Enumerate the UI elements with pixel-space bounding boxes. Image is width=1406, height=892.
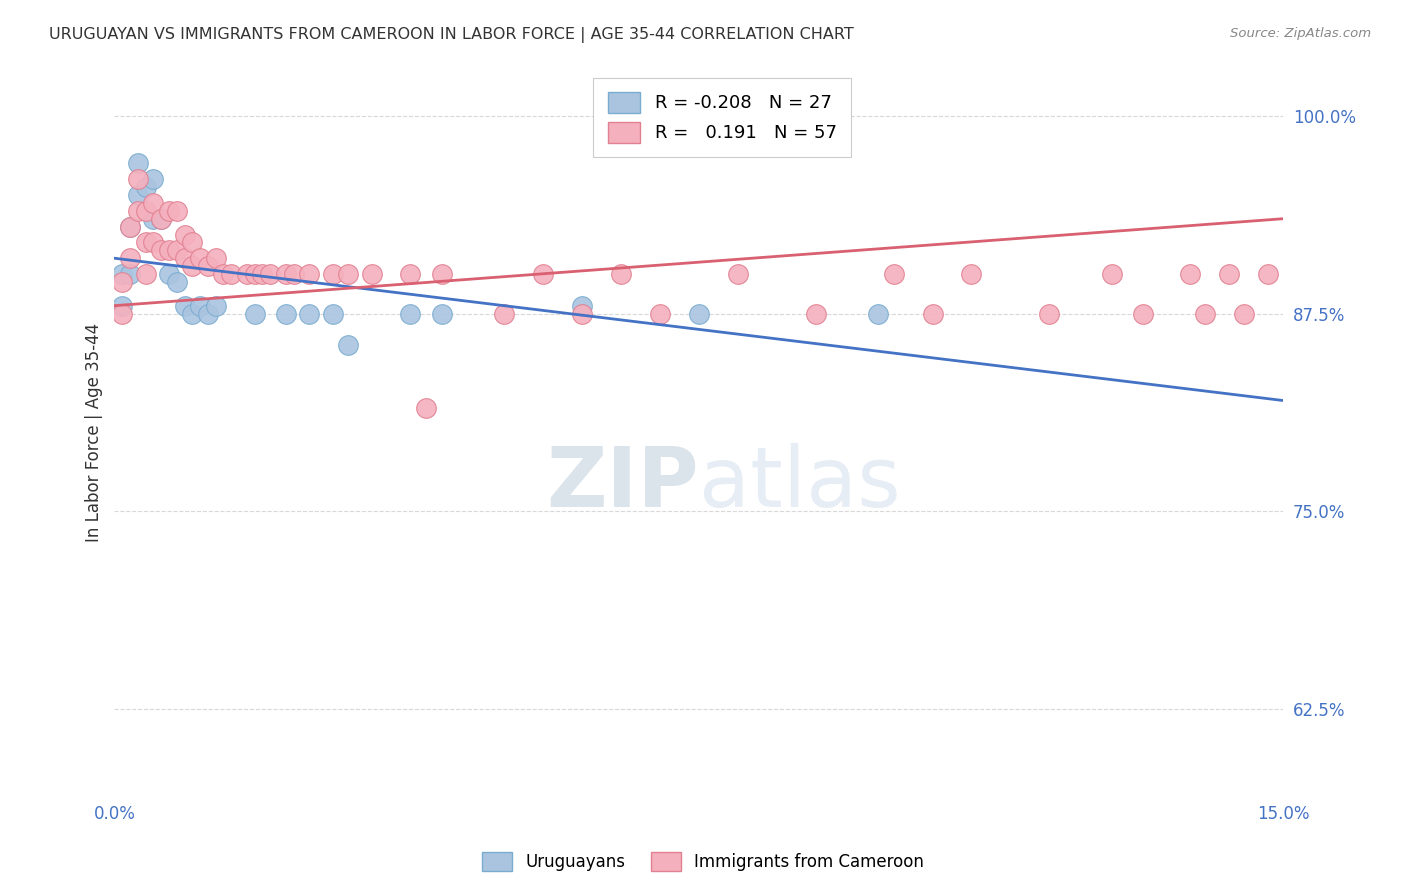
Point bbox=[960, 267, 983, 281]
Point bbox=[283, 267, 305, 281]
Point bbox=[142, 195, 165, 210]
Point bbox=[274, 307, 297, 321]
Point bbox=[166, 244, 188, 258]
Point bbox=[135, 203, 157, 218]
Point bbox=[219, 267, 242, 281]
Point bbox=[118, 252, 141, 266]
Point bbox=[866, 307, 889, 321]
Text: ZIP: ZIP bbox=[547, 442, 699, 524]
Point bbox=[298, 307, 321, 321]
Legend: Uruguayans, Immigrants from Cameroon: Uruguayans, Immigrants from Cameroon bbox=[474, 843, 932, 880]
Point bbox=[430, 307, 453, 321]
Point bbox=[157, 267, 180, 281]
Point bbox=[883, 267, 905, 281]
Point bbox=[111, 275, 134, 289]
Legend: R = -0.208   N = 27, R =   0.191   N = 57: R = -0.208 N = 27, R = 0.191 N = 57 bbox=[593, 78, 851, 157]
Point bbox=[727, 267, 749, 281]
Point bbox=[118, 219, 141, 234]
Point bbox=[197, 259, 219, 273]
Point bbox=[1038, 307, 1060, 321]
Point bbox=[111, 299, 134, 313]
Point bbox=[142, 172, 165, 186]
Point bbox=[399, 307, 422, 321]
Point bbox=[610, 267, 633, 281]
Point bbox=[181, 235, 204, 250]
Point bbox=[204, 252, 226, 266]
Point bbox=[135, 235, 157, 250]
Y-axis label: In Labor Force | Age 35-44: In Labor Force | Age 35-44 bbox=[86, 323, 103, 541]
Point bbox=[111, 267, 134, 281]
Point bbox=[166, 275, 188, 289]
Point bbox=[243, 267, 266, 281]
Point bbox=[142, 211, 165, 226]
Point bbox=[173, 299, 195, 313]
Point bbox=[399, 267, 422, 281]
Point bbox=[259, 267, 281, 281]
Point bbox=[360, 267, 382, 281]
Point bbox=[337, 338, 360, 352]
Point bbox=[1101, 267, 1123, 281]
Point bbox=[127, 156, 149, 170]
Point bbox=[127, 172, 149, 186]
Point bbox=[127, 203, 149, 218]
Point bbox=[571, 307, 593, 321]
Point bbox=[111, 307, 134, 321]
Point bbox=[150, 244, 173, 258]
Point bbox=[1257, 267, 1279, 281]
Point bbox=[531, 267, 554, 281]
Point bbox=[157, 203, 180, 218]
Point bbox=[322, 267, 344, 281]
Point bbox=[135, 267, 157, 281]
Point bbox=[492, 307, 515, 321]
Point bbox=[322, 307, 344, 321]
Point bbox=[688, 307, 710, 321]
Text: atlas: atlas bbox=[699, 442, 900, 524]
Point bbox=[648, 307, 671, 321]
Point bbox=[1233, 307, 1256, 321]
Point bbox=[166, 203, 188, 218]
Point bbox=[337, 267, 360, 281]
Point bbox=[135, 180, 157, 194]
Point bbox=[188, 299, 211, 313]
Point bbox=[142, 235, 165, 250]
Point bbox=[181, 259, 204, 273]
Point bbox=[150, 211, 173, 226]
Point bbox=[430, 267, 453, 281]
Point bbox=[243, 307, 266, 321]
Point bbox=[197, 307, 219, 321]
Point bbox=[1194, 307, 1216, 321]
Point bbox=[921, 307, 943, 321]
Text: URUGUAYAN VS IMMIGRANTS FROM CAMEROON IN LABOR FORCE | AGE 35-44 CORRELATION CHA: URUGUAYAN VS IMMIGRANTS FROM CAMEROON IN… bbox=[49, 27, 853, 43]
Point bbox=[415, 401, 437, 416]
Point bbox=[157, 244, 180, 258]
Point bbox=[298, 267, 321, 281]
Point bbox=[274, 267, 297, 281]
Point bbox=[118, 267, 141, 281]
Point bbox=[173, 227, 195, 242]
Point bbox=[236, 267, 259, 281]
Point bbox=[571, 299, 593, 313]
Point bbox=[1178, 267, 1201, 281]
Point bbox=[1218, 267, 1240, 281]
Point bbox=[127, 188, 149, 202]
Point bbox=[204, 299, 226, 313]
Point bbox=[150, 211, 173, 226]
Point bbox=[1132, 307, 1154, 321]
Point bbox=[212, 267, 235, 281]
Point bbox=[252, 267, 274, 281]
Text: Source: ZipAtlas.com: Source: ZipAtlas.com bbox=[1230, 27, 1371, 40]
Point bbox=[188, 252, 211, 266]
Point bbox=[181, 307, 204, 321]
Point bbox=[804, 307, 827, 321]
Point bbox=[118, 219, 141, 234]
Point bbox=[173, 252, 195, 266]
